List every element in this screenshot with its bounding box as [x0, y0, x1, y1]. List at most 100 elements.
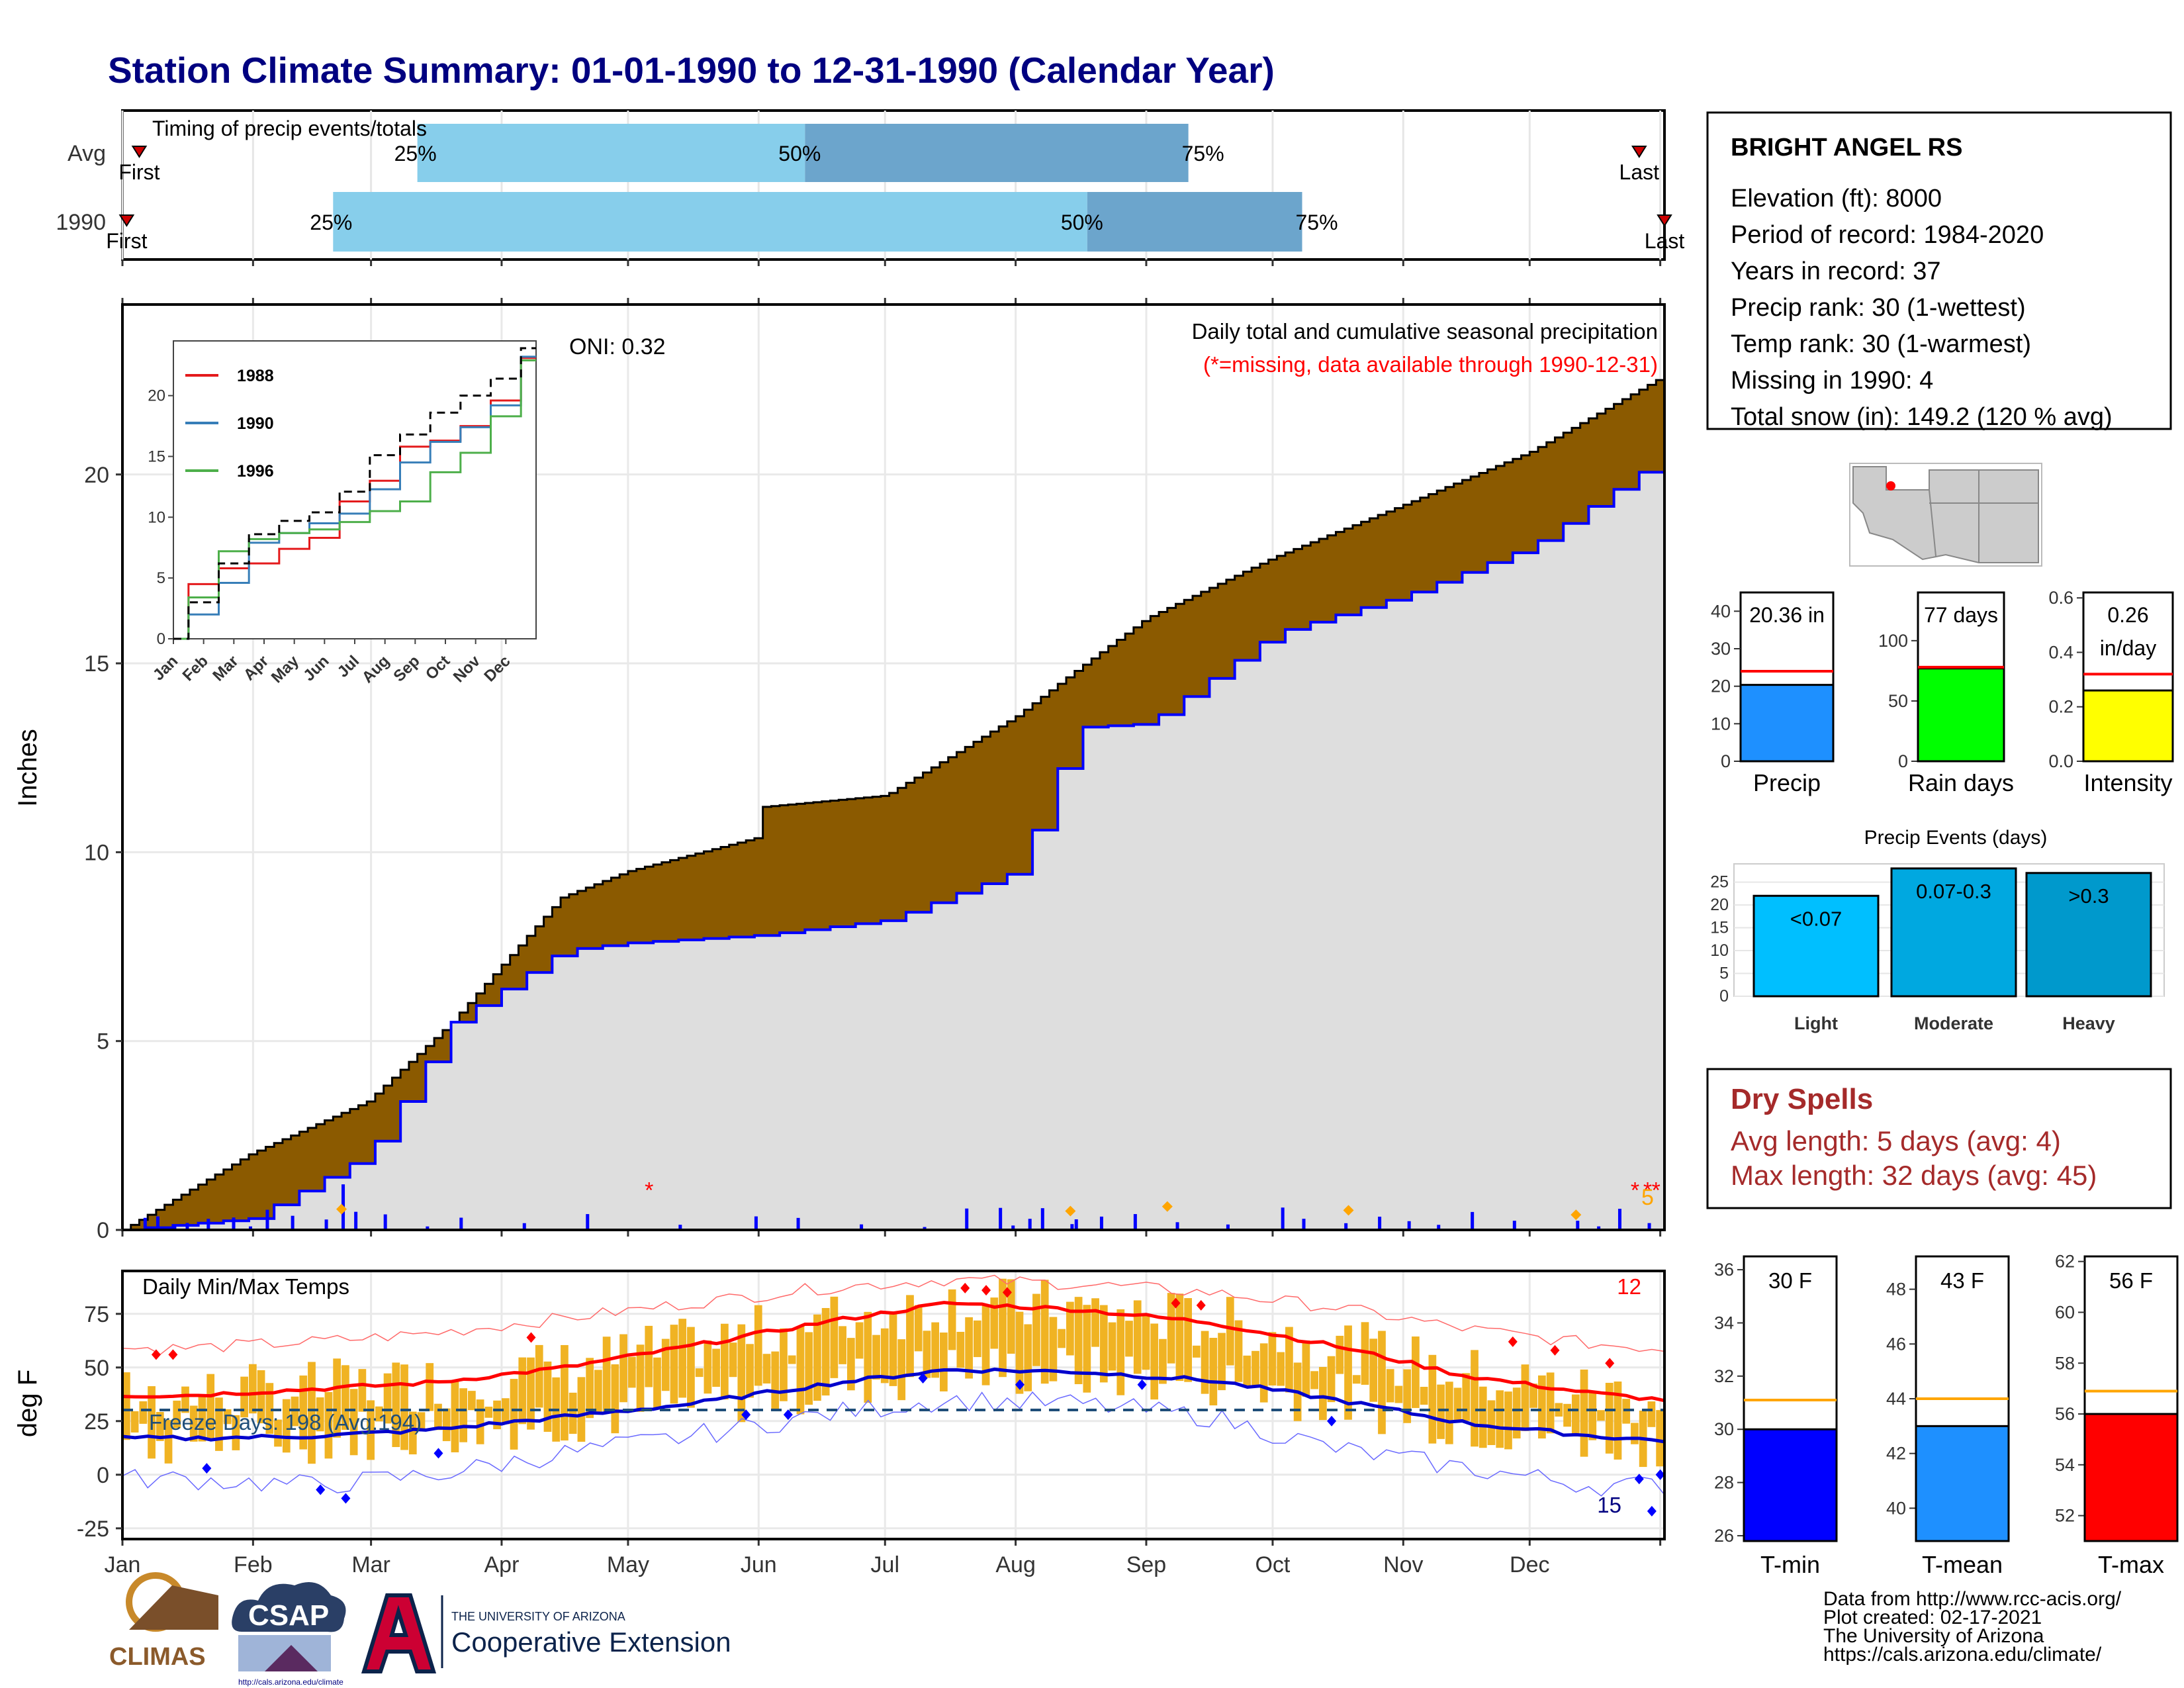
precip-y-axis: 0 5 10 15 20 [84, 463, 122, 1243]
record-high-marker [1508, 1336, 1518, 1347]
precip-missing-note: (*=missing, data available through 1990-… [1203, 352, 1658, 377]
events-bar-label: >0.3 [2068, 884, 2109, 908]
daily-temp-bar [771, 1351, 780, 1409]
daily-temp-bar [358, 1369, 367, 1412]
daily-precip-bar [1011, 1225, 1015, 1230]
mini-bar-value [1917, 667, 2005, 763]
daily-temp-bar [408, 1411, 417, 1455]
mini-bar-tick-label: 40 [1711, 601, 1731, 621]
temp-summary-bar [1743, 1428, 1838, 1542]
daily-temp-bar [1150, 1323, 1159, 1400]
daily-precip-bar [383, 1214, 387, 1230]
missing-day-marker: * [1652, 1178, 1661, 1203]
daily-temp-bar [299, 1375, 308, 1450]
mini-bar-tick-label: 0 [1898, 751, 1908, 771]
csap-cloud-icon [232, 1582, 346, 1632]
daily-temp-bar [1310, 1371, 1318, 1389]
temp-summary-tick-label: 34 [1714, 1313, 1734, 1333]
daily-temp-bar [1159, 1338, 1167, 1384]
daily-temp-bar [426, 1363, 434, 1411]
daily-temp-bar [704, 1340, 712, 1394]
daily-temp-bar [788, 1355, 796, 1364]
daily-precip-bar [1028, 1219, 1032, 1230]
daily-temp-bar [1496, 1390, 1504, 1448]
timing-first-label: First [118, 160, 159, 184]
daily-temp-bar [1428, 1354, 1437, 1444]
daily-precip-bar [1175, 1222, 1179, 1230]
record-high-marker [1196, 1299, 1206, 1311]
record-low-marker [202, 1463, 212, 1474]
daily-precip-bar [1074, 1219, 1078, 1230]
daily-temp-bar [1218, 1333, 1226, 1391]
events-bar [1890, 867, 2017, 998]
daily-temp-bar [274, 1419, 282, 1447]
events-y-tick-label: 0 [1719, 987, 1729, 1006]
precip-y-tick-label: 10 [84, 840, 109, 865]
month-label: Dec [1510, 1552, 1549, 1577]
mini-bar-tick-label: 0.6 [2048, 588, 2073, 608]
daily-temp-bar [1015, 1311, 1024, 1394]
climas-mountain-icon [129, 1585, 218, 1630]
daily-temp-bar [661, 1338, 670, 1391]
daily-temp-bar [484, 1406, 493, 1418]
daily-temp-bar [543, 1361, 552, 1432]
record-low-marker [1655, 1469, 1665, 1480]
temp-summary-bar [2083, 1413, 2179, 1542]
inset-y-tick-label: 0 [157, 630, 165, 648]
csap-url: http://cals.arizona.edu/climate [238, 1677, 343, 1687]
station-location-dot [1886, 481, 1895, 491]
temp-summary-tick-label: 60 [2055, 1302, 2075, 1322]
daily-temp-bar [1605, 1382, 1614, 1454]
daily-temp-bar [754, 1305, 762, 1386]
daily-temp-bar [248, 1364, 257, 1414]
mini-bar-tick-label: 50 [1888, 691, 1908, 711]
temp-summary-category-label: T-max [2098, 1551, 2164, 1578]
daily-temp-bar [130, 1411, 139, 1433]
daily-temp-bar [1504, 1391, 1512, 1450]
month-label: Mar [351, 1552, 390, 1577]
timing-bar-q25-q50 [333, 192, 1087, 252]
daily-temp-bar [931, 1322, 940, 1378]
timing-q50-label: 50% [1061, 211, 1103, 234]
daily-temp-bar [1479, 1386, 1487, 1448]
missing-day-marker: * [1643, 1178, 1652, 1203]
daily-precip-bar [1617, 1209, 1621, 1230]
daily-temp-bar [1251, 1350, 1259, 1388]
daily-temp-bar [796, 1326, 805, 1415]
inset-y-tick-label: 20 [148, 387, 165, 405]
daily-temp-bars [122, 1278, 1664, 1468]
daily-temp-bar [1259, 1343, 1268, 1403]
timing-q75-label: 75% [1296, 211, 1338, 234]
record-low-marker [1634, 1474, 1644, 1485]
daily-temp-bar [1175, 1293, 1184, 1382]
daily-temp-bar [1125, 1321, 1133, 1357]
events-category-label: Moderate [1914, 1013, 1993, 1033]
daily-temp-bar [1563, 1403, 1571, 1427]
daily-temp-bar [1209, 1338, 1218, 1406]
precip-y-tick-label: 20 [84, 463, 109, 488]
mini-bar-tick-label: 0.2 [2048, 697, 2073, 717]
daily-temp-bar [1142, 1314, 1150, 1370]
daily-temp-bar [1445, 1382, 1453, 1444]
temp-summary-tick-label: 26 [1714, 1526, 1734, 1546]
daily-precip-bar [185, 1223, 189, 1230]
month-label: Sep [1126, 1552, 1167, 1577]
events-y-tick-label: 5 [1719, 964, 1729, 983]
daily-temp-bar [1327, 1356, 1336, 1403]
mini-bar-value-label: 77 days [1924, 603, 1998, 627]
daily-temp-bar [1318, 1366, 1327, 1421]
events-category-label: Heavy [2062, 1013, 2115, 1033]
record-max-temp-line [122, 1274, 1665, 1355]
temp-y-tick-label: 50 [84, 1356, 109, 1381]
dry-spells-title: Dry Spells [1731, 1083, 1873, 1115]
daily-snow-marker [1065, 1205, 1076, 1217]
record-high-marker [1171, 1297, 1181, 1309]
daily-precip-bar [1471, 1211, 1475, 1230]
daily-temp-bar [619, 1334, 627, 1403]
daily-temp-bar [265, 1383, 274, 1434]
daily-temp-bar [1032, 1293, 1040, 1366]
daily-temp-bar [367, 1400, 375, 1460]
daily-temp-bar [257, 1370, 265, 1424]
inset-legend-label: 1988 [237, 367, 274, 385]
daily-temp-bar [164, 1420, 173, 1464]
